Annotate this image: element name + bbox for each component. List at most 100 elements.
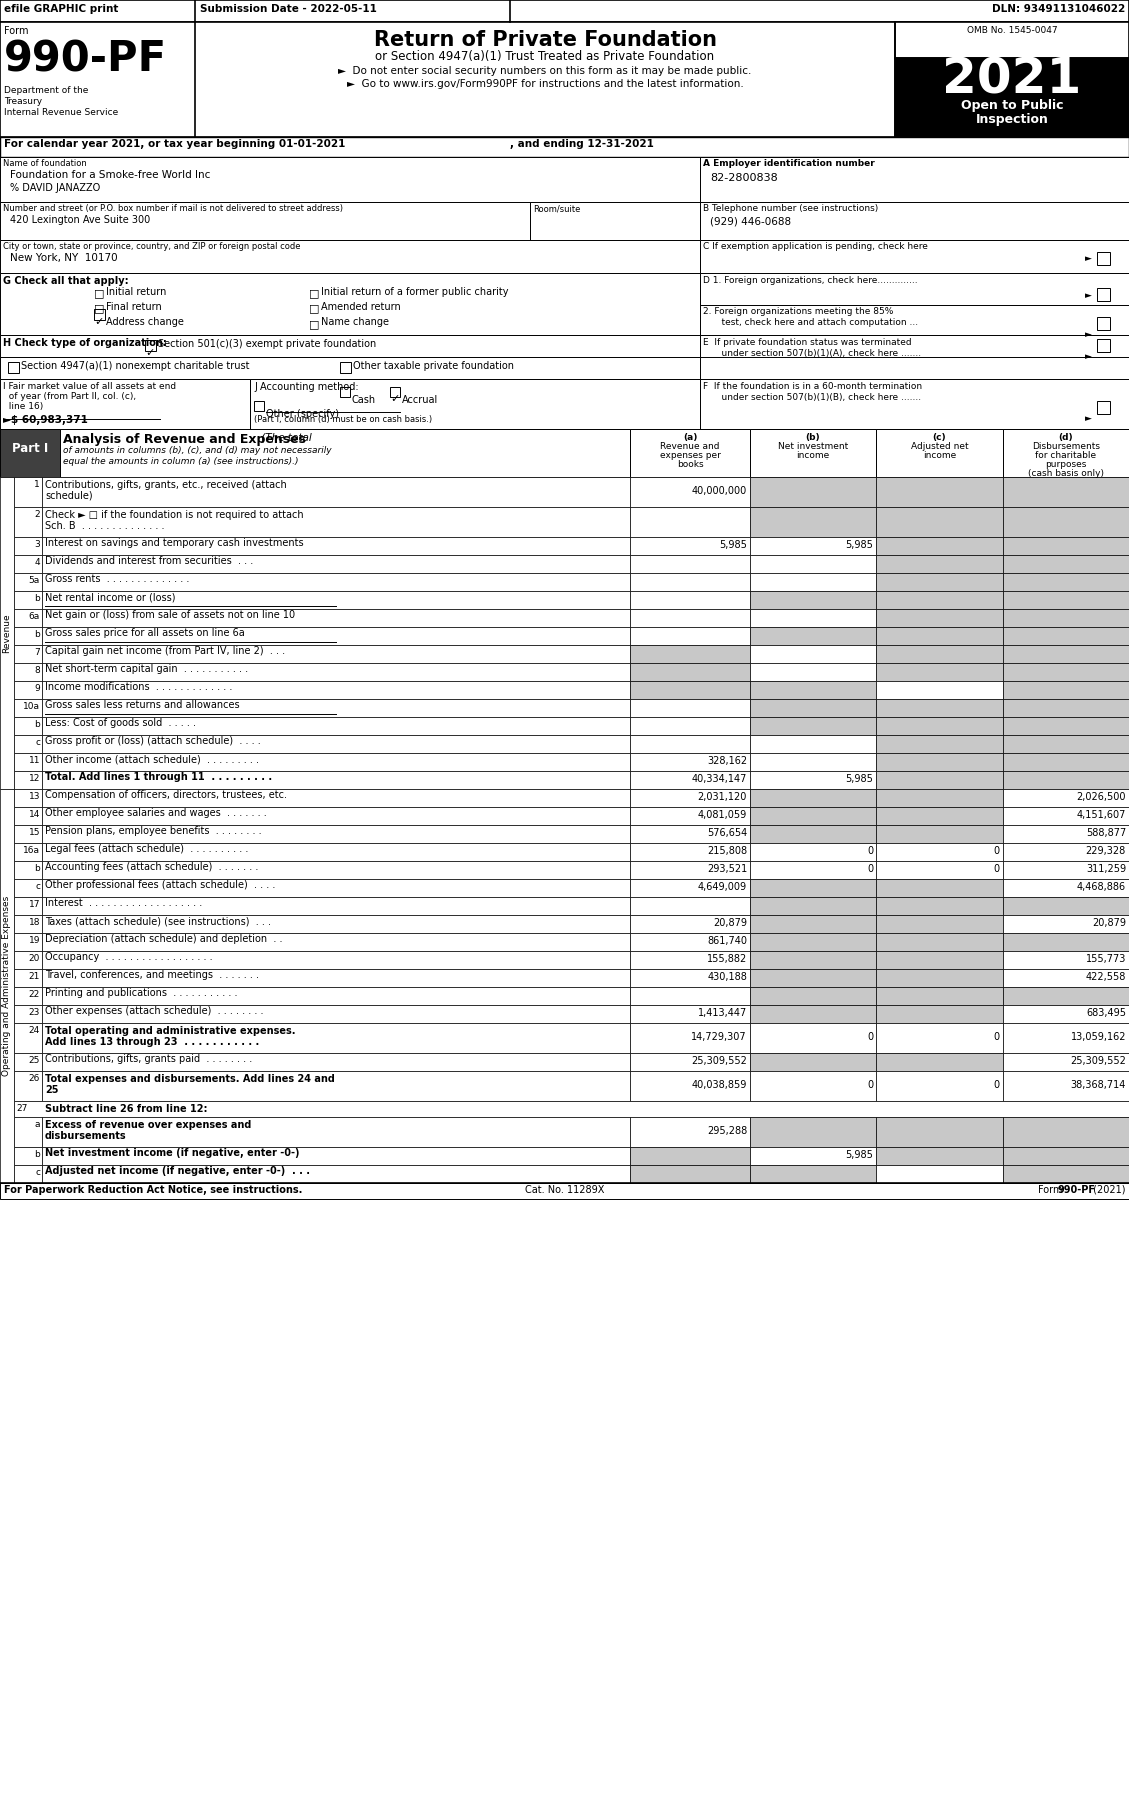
- Text: Compensation of officers, directors, trustees, etc.: Compensation of officers, directors, tru…: [45, 789, 287, 800]
- Bar: [876, 1023, 1003, 1054]
- Text: Depreciation (attach schedule) and depletion  . .: Depreciation (attach schedule) and deple…: [45, 933, 282, 944]
- Text: b: b: [34, 865, 40, 874]
- Bar: [14, 556, 42, 574]
- Text: □: □: [309, 304, 320, 313]
- Bar: [14, 507, 42, 538]
- Text: Net rental income or (loss): Net rental income or (loss): [45, 592, 175, 602]
- Text: Room/suite: Room/suite: [533, 203, 580, 212]
- Bar: [876, 610, 1003, 628]
- Bar: [630, 1023, 750, 1054]
- Text: 17: 17: [28, 901, 40, 910]
- Text: Amended return: Amended return: [321, 302, 401, 313]
- Bar: [14, 753, 42, 771]
- Bar: [750, 843, 876, 861]
- Bar: [14, 825, 42, 843]
- Bar: [630, 897, 750, 915]
- Text: 25,309,552: 25,309,552: [1070, 1055, 1126, 1066]
- Bar: [1003, 1165, 1129, 1183]
- Text: 2,031,120: 2,031,120: [698, 791, 747, 802]
- Bar: [14, 735, 42, 753]
- Bar: [42, 879, 630, 897]
- Bar: [42, 592, 630, 610]
- Text: 21: 21: [28, 973, 40, 982]
- Text: 8: 8: [34, 665, 40, 674]
- Text: ►: ►: [1085, 331, 1092, 340]
- Bar: [0, 22, 1129, 137]
- Text: % DAVID JANAZZO: % DAVID JANAZZO: [10, 183, 100, 192]
- Bar: [750, 987, 876, 1005]
- Text: 16a: 16a: [23, 847, 40, 856]
- Bar: [14, 1100, 1129, 1117]
- Bar: [1097, 252, 1110, 264]
- Bar: [14, 951, 42, 969]
- Text: 328,162: 328,162: [707, 755, 747, 766]
- Bar: [42, 507, 630, 538]
- Bar: [42, 1023, 630, 1054]
- Text: Part I: Part I: [12, 442, 49, 455]
- Bar: [750, 699, 876, 717]
- Text: 990-PF: 990-PF: [1058, 1185, 1095, 1196]
- Text: Gross sales less returns and allowances: Gross sales less returns and allowances: [45, 699, 239, 710]
- Bar: [42, 969, 630, 987]
- Bar: [42, 825, 630, 843]
- Text: Section 501(c)(3) exempt private foundation: Section 501(c)(3) exempt private foundat…: [158, 340, 376, 349]
- Text: 311,259: 311,259: [1086, 865, 1126, 874]
- Bar: [42, 951, 630, 969]
- Bar: [750, 915, 876, 933]
- Bar: [14, 771, 42, 789]
- Bar: [1003, 663, 1129, 681]
- Bar: [42, 699, 630, 717]
- Text: ►  Go to www.irs.gov/Form990PF for instructions and the latest information.: ► Go to www.irs.gov/Form990PF for instru…: [347, 79, 743, 88]
- Bar: [630, 610, 750, 628]
- Bar: [630, 1054, 750, 1072]
- Text: 20,879: 20,879: [714, 919, 747, 928]
- Text: Gross sales price for all assets on line 6a: Gross sales price for all assets on line…: [45, 628, 245, 638]
- Text: 0: 0: [867, 1081, 873, 1090]
- Text: Occupancy  . . . . . . . . . . . . . . . . . .: Occupancy . . . . . . . . . . . . . . . …: [45, 951, 212, 962]
- Bar: [876, 717, 1003, 735]
- Bar: [630, 861, 750, 879]
- Bar: [895, 22, 1129, 58]
- Bar: [700, 273, 1129, 306]
- Text: for charitable: for charitable: [1035, 451, 1096, 460]
- Text: 19: 19: [28, 937, 40, 946]
- Text: Department of the: Department of the: [5, 86, 88, 95]
- Bar: [630, 628, 750, 645]
- Text: 4,151,607: 4,151,607: [1077, 811, 1126, 820]
- Bar: [876, 771, 1003, 789]
- Text: Net gain or (loss) from sale of assets not on line 10: Net gain or (loss) from sale of assets n…: [45, 610, 295, 620]
- Text: 683,495: 683,495: [1086, 1009, 1126, 1018]
- Bar: [630, 556, 750, 574]
- Text: 5,985: 5,985: [846, 773, 873, 784]
- Bar: [14, 1005, 42, 1023]
- Text: 13,059,162: 13,059,162: [1070, 1032, 1126, 1043]
- Bar: [42, 753, 630, 771]
- Text: ►: ►: [1085, 254, 1092, 263]
- Text: For Paperwork Reduction Act Notice, see instructions.: For Paperwork Reduction Act Notice, see …: [5, 1185, 303, 1196]
- Text: Interest  . . . . . . . . . . . . . . . . . . .: Interest . . . . . . . . . . . . . . . .…: [45, 897, 202, 908]
- Text: Form: Form: [1038, 1185, 1066, 1196]
- Bar: [700, 306, 1129, 334]
- Bar: [42, 807, 630, 825]
- Text: books: books: [676, 460, 703, 469]
- Text: Treasury: Treasury: [5, 97, 42, 106]
- Bar: [14, 1054, 42, 1072]
- Bar: [876, 574, 1003, 592]
- Bar: [750, 645, 876, 663]
- Bar: [0, 789, 14, 1183]
- Text: 5a: 5a: [28, 575, 40, 584]
- Bar: [14, 663, 42, 681]
- Text: 0: 0: [994, 1032, 1000, 1043]
- Text: 2. Foreign organizations meeting the 85%: 2. Foreign organizations meeting the 85%: [703, 307, 893, 316]
- Text: Printing and publications  . . . . . . . . . . .: Printing and publications . . . . . . . …: [45, 987, 237, 998]
- Bar: [750, 681, 876, 699]
- Text: OMB No. 1545-0047: OMB No. 1545-0047: [966, 25, 1058, 34]
- Text: 40,038,859: 40,038,859: [692, 1081, 747, 1090]
- Text: Adjusted net: Adjusted net: [911, 442, 969, 451]
- Bar: [14, 1117, 42, 1147]
- Text: 588,877: 588,877: [1086, 829, 1126, 838]
- Bar: [14, 897, 42, 915]
- Text: Net short-term capital gain  . . . . . . . . . . .: Net short-term capital gain . . . . . . …: [45, 663, 248, 674]
- Bar: [876, 843, 1003, 861]
- Bar: [42, 771, 630, 789]
